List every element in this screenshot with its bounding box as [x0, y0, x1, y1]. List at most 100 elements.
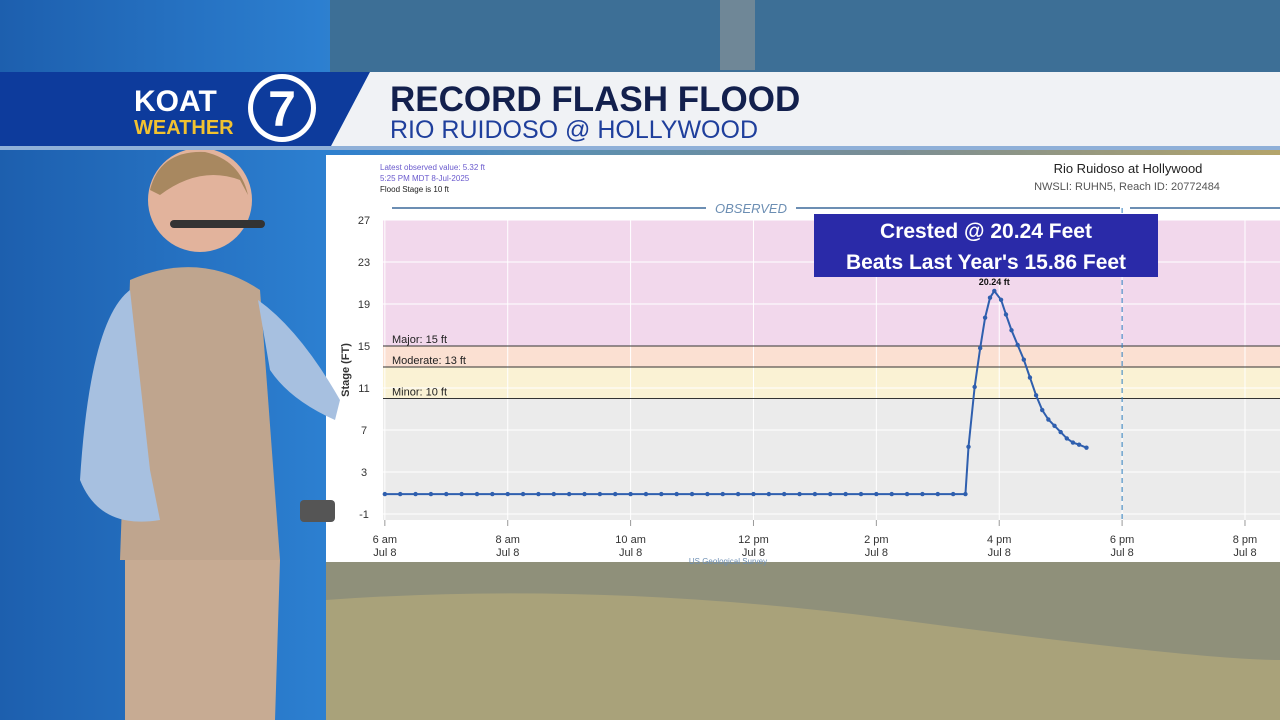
y-tick-label: 27: [358, 215, 370, 227]
channel: 7: [268, 81, 296, 137]
annotation-box: [814, 214, 1158, 277]
stage-point: [474, 491, 480, 497]
stage-point: [874, 491, 879, 497]
stage-point: [992, 288, 997, 294]
stage-point: [1021, 357, 1027, 362]
stage-point: [977, 345, 983, 351]
info-line: 5:25 PM MDT 8-Jul-2025: [380, 174, 470, 183]
muddy-water: [326, 593, 1280, 720]
stage-point: [1070, 440, 1076, 445]
stage-point: [1003, 312, 1009, 317]
stage-line: [384, 289, 1087, 496]
y-tick-label: -1: [359, 509, 369, 521]
stage-point: [889, 491, 894, 497]
bridge-pillar: [720, 0, 755, 70]
stage-point: [843, 491, 848, 497]
sleeve: [258, 300, 340, 420]
threshold-label: Moderate: 13 ft: [392, 355, 466, 367]
y-tick-label: 15: [358, 341, 370, 353]
stage-point: [1040, 407, 1045, 413]
y-tick-label: 19: [358, 299, 370, 311]
station: KOAT: [134, 85, 217, 118]
stage-point: [505, 491, 510, 497]
stage-point: [628, 491, 633, 497]
chart-subtitle: NWSLI: RUHN5, Reach ID: 20772484: [1034, 181, 1220, 193]
stage-point: [950, 491, 956, 497]
river-scene: [330, 0, 1280, 75]
stage-point: [1064, 436, 1070, 441]
stage-point: [1084, 445, 1089, 450]
stage-point: [751, 491, 756, 497]
stage-point: [643, 491, 649, 497]
subheadline: RIO RUIDOSO @ HOLLYWOOD: [390, 116, 758, 144]
stage-point: [966, 444, 971, 450]
stage-point: [920, 491, 925, 497]
stage-point: [613, 491, 618, 497]
stage-point: [766, 491, 772, 497]
stage-point: [720, 491, 725, 497]
hair: [150, 151, 248, 195]
stage-point: [781, 491, 787, 497]
stage-point: [858, 491, 864, 497]
stage-point: [963, 491, 968, 497]
stage-point: [735, 491, 741, 497]
stage-point: [1052, 423, 1057, 429]
y-tick-label: 7: [361, 425, 367, 437]
stage-point: [566, 491, 572, 497]
x-tick-label: 2 pm Jul 8: [864, 534, 889, 559]
stage-point: [828, 491, 833, 497]
y-axis-label: Stage (FT): [340, 343, 352, 397]
stage-point: [1076, 442, 1082, 447]
stage-point: [904, 491, 910, 497]
x-tick-label: 8 am Jul 8: [495, 534, 520, 559]
info-line: Latest observed value: 5.32 ft: [380, 163, 486, 172]
headline: RECORD FLASH FLOOD: [390, 80, 800, 119]
peak-label: 20.24 ft: [979, 277, 1010, 287]
flood-zone: [383, 346, 1280, 368]
channel-badge-inner: [253, 79, 311, 137]
annotation: Crested @ 20.24 Feet: [880, 220, 1092, 243]
stage-point: [689, 491, 695, 497]
stage-point: [998, 297, 1004, 303]
brand: WEATHER: [134, 117, 234, 139]
stage-point: [490, 491, 495, 497]
x-tick-label: 4 pm Jul 8: [986, 534, 1012, 559]
stage-point: [1033, 393, 1039, 398]
stage-point: [1015, 342, 1020, 348]
stage-point: [444, 491, 449, 497]
stage-point: [812, 491, 818, 497]
stage-point: [582, 491, 587, 497]
threshold-label: Major: 15 ft: [392, 334, 447, 346]
stage-point: [972, 384, 977, 390]
presenter: [80, 148, 340, 720]
stage-point: [935, 491, 940, 497]
y-tick-label: 23: [358, 257, 370, 269]
stage-point: [597, 491, 603, 497]
x-tick-label: 12 pm Jul 8: [738, 534, 769, 559]
stage-point: [987, 295, 993, 300]
stage-point: [520, 491, 526, 497]
y-tick-label: 11: [358, 383, 369, 395]
headline-panel: [330, 72, 1280, 148]
stage-point: [705, 491, 710, 497]
stage-point: [1027, 375, 1033, 380]
x-tick-label: 6 am Jul 8: [372, 534, 398, 559]
flood-zone: [383, 367, 1280, 399]
stage-point: [413, 491, 418, 497]
trousers: [125, 560, 280, 720]
threshold-label: Minor: 10 ft: [392, 387, 447, 399]
stage-point: [459, 491, 464, 497]
stage-point: [428, 491, 434, 497]
glasses: [170, 220, 265, 228]
stage-point: [551, 491, 556, 497]
stage-point: [659, 491, 664, 497]
divider: [0, 146, 1280, 150]
y-tick-label: 3: [361, 467, 367, 479]
section-label: OBSERVED: [715, 201, 787, 216]
stage-point: [1046, 417, 1051, 422]
stage-point: [536, 491, 541, 497]
